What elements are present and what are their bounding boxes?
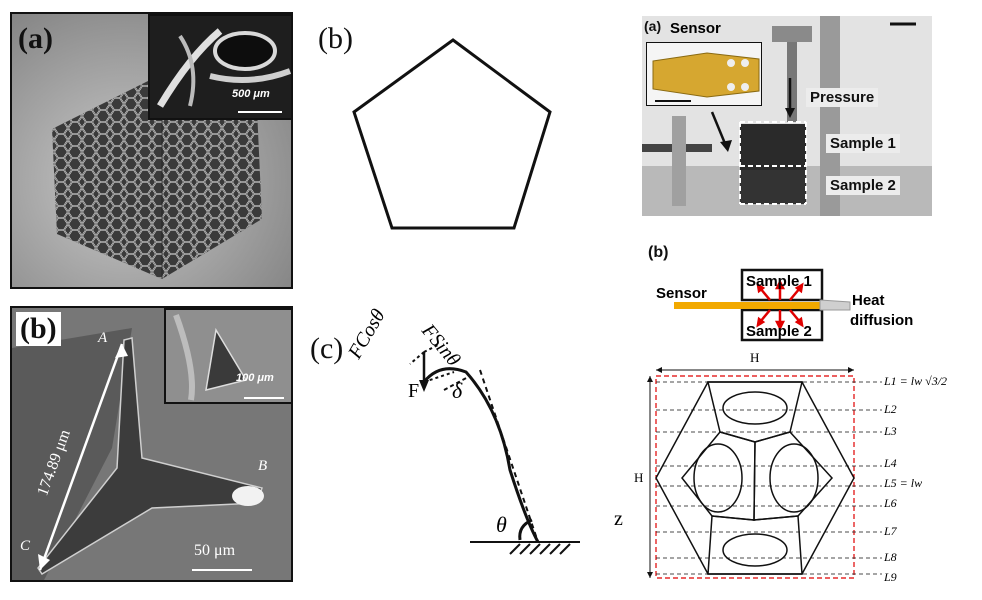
cell-geometry-diagram	[647, 367, 882, 579]
sem-strut-panel: (b) A B C 174.89 μm 50 μm 100 μm	[10, 306, 293, 582]
diagram-sensor-label: Sensor	[656, 285, 707, 302]
panel-a-right-label: (a)	[644, 18, 662, 34]
point-a-label: A	[98, 330, 108, 346]
sem-inset-image	[150, 16, 291, 118]
level-l4-label: L4	[884, 456, 897, 470]
panel-b-left-label: (b)	[16, 312, 61, 346]
pentagon-diagram	[352, 38, 552, 230]
heat-label-line2: diffusion	[850, 312, 914, 329]
inset-scale-label: 500 μm	[232, 88, 270, 100]
z-axis-label: z	[614, 508, 623, 530]
sensor-inset-image	[647, 43, 761, 105]
apparatus-photo-panel: (a) Sensor Pressure Sample 1 Sample 2	[642, 16, 932, 216]
level-l5-label: L5 = lw	[884, 476, 923, 490]
panel-b-mid-label: (b)	[318, 22, 353, 55]
foam-photo-panel: (a) 500 μm	[10, 12, 293, 289]
sample2-label: Sample 2	[826, 176, 900, 195]
height-dimension-label: H	[634, 470, 644, 485]
delta-label: δ	[452, 378, 463, 403]
sensor-inset	[646, 42, 762, 106]
level-l9-label: L9	[884, 570, 897, 584]
sem-inset-strut	[166, 310, 291, 402]
sem-scale-label: 50 μm	[194, 542, 236, 559]
sensor-sample-schematic	[674, 268, 851, 342]
level-l2-label: L2	[884, 402, 897, 416]
level-l8-label: L8	[884, 550, 897, 564]
panel-b-right-label: (b)	[648, 244, 669, 261]
sem-strut-image	[12, 308, 291, 580]
level-l6-label: L6	[884, 496, 897, 510]
theta-label: θ	[496, 512, 507, 537]
level-l3-label: L3	[884, 424, 897, 438]
panel-a-sem-inset: 500 μm	[148, 14, 291, 120]
heat-label-line1: Heat	[852, 292, 885, 309]
sensor-label: Sensor	[670, 20, 721, 37]
beam-deflection-diagram	[409, 343, 580, 555]
point-b-label: B	[258, 458, 268, 474]
panel-c-mid-label: (c)	[310, 332, 344, 365]
diagram-sample2-label: Sample 2	[746, 323, 812, 340]
panel-b-sem-inset: 100 μm	[164, 308, 291, 404]
pressure-label: Pressure	[806, 88, 879, 107]
width-dimension-label: H	[750, 350, 760, 365]
level-l1-label: L1 = lw √3/2	[884, 374, 948, 388]
panel-a-left-label: (a)	[18, 22, 53, 55]
force-f-label: F	[408, 380, 420, 402]
inset-scale-label-b: 100 μm	[236, 372, 274, 384]
diagram-sample1-label: Sample 1	[746, 273, 812, 290]
sample1-label: Sample 1	[826, 134, 900, 153]
level-l7-label: L7	[884, 524, 897, 538]
point-c-label: C	[20, 538, 31, 554]
